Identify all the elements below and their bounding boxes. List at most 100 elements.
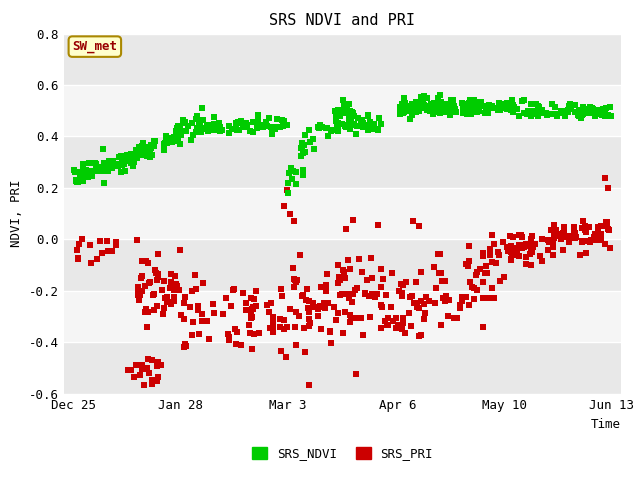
Point <box>502 243 512 251</box>
Point <box>474 108 484 115</box>
Point <box>340 308 350 316</box>
Point <box>591 106 602 114</box>
Point <box>505 103 515 111</box>
Point <box>485 102 495 109</box>
Point <box>394 287 404 295</box>
Point <box>136 288 147 295</box>
Point <box>345 108 355 115</box>
Point <box>154 358 164 365</box>
Point <box>506 106 516 113</box>
Point <box>168 136 179 144</box>
Point <box>103 167 113 175</box>
Point <box>147 380 157 388</box>
Point <box>481 262 491 270</box>
Point <box>387 269 397 277</box>
Point <box>167 138 177 146</box>
Point <box>495 277 505 285</box>
Point <box>469 285 479 292</box>
Point <box>275 285 285 292</box>
Point <box>404 115 415 123</box>
Point <box>580 226 591 234</box>
Point <box>519 109 529 117</box>
Point <box>463 104 473 111</box>
Point <box>147 356 157 363</box>
Point <box>502 105 512 112</box>
Point <box>279 117 289 125</box>
Point <box>552 110 563 118</box>
Point <box>228 287 238 294</box>
Point <box>153 250 163 258</box>
Point <box>401 278 411 286</box>
Point <box>557 246 568 254</box>
Point <box>547 101 557 108</box>
Point <box>132 283 143 291</box>
Point <box>138 140 148 147</box>
Point <box>140 309 150 316</box>
Point <box>419 92 429 100</box>
Point <box>363 111 373 119</box>
Point <box>588 105 598 112</box>
Point <box>248 305 259 313</box>
Point <box>494 99 504 107</box>
Point <box>70 176 81 183</box>
Point <box>71 177 81 184</box>
Point <box>446 96 456 104</box>
Point <box>469 96 479 104</box>
Point <box>447 105 458 112</box>
Point <box>76 174 86 182</box>
Point <box>519 243 529 251</box>
Point <box>126 150 136 157</box>
Point <box>251 287 261 294</box>
Point <box>600 112 611 120</box>
Point <box>473 103 483 111</box>
Point <box>470 271 481 279</box>
Point <box>204 336 214 343</box>
Point <box>578 110 588 118</box>
Point <box>398 109 408 117</box>
Point <box>346 121 356 129</box>
Point <box>587 105 597 112</box>
Point <box>262 301 272 309</box>
Point <box>431 105 441 113</box>
Point <box>372 221 383 229</box>
Point <box>275 123 285 131</box>
Point <box>337 266 348 274</box>
Point <box>191 115 202 123</box>
Point <box>491 105 501 112</box>
Point <box>172 124 182 132</box>
Point <box>110 162 120 170</box>
Point <box>465 96 475 104</box>
Point <box>77 236 87 243</box>
Point <box>209 120 219 128</box>
Point <box>246 294 257 301</box>
Point <box>461 110 472 118</box>
Point <box>90 159 100 167</box>
Point <box>272 115 282 122</box>
Point <box>271 123 281 131</box>
Point <box>574 106 584 114</box>
Point <box>126 366 136 374</box>
Point <box>117 154 127 162</box>
Point <box>531 100 541 108</box>
Point <box>440 101 451 109</box>
Point <box>74 255 84 263</box>
Point <box>363 126 373 133</box>
Point <box>570 235 580 242</box>
Point <box>291 308 301 315</box>
Point <box>461 293 471 301</box>
Point <box>165 278 175 286</box>
Point <box>397 325 407 333</box>
Point <box>536 235 547 243</box>
Point <box>548 252 559 259</box>
Point <box>253 111 263 119</box>
Point <box>320 304 330 312</box>
Point <box>356 116 367 124</box>
Point <box>70 168 80 176</box>
Point <box>268 324 278 331</box>
Point <box>457 293 467 301</box>
Point <box>136 361 147 369</box>
Point <box>499 273 509 281</box>
Point <box>449 314 459 322</box>
Point <box>372 126 383 134</box>
Point <box>166 299 177 307</box>
